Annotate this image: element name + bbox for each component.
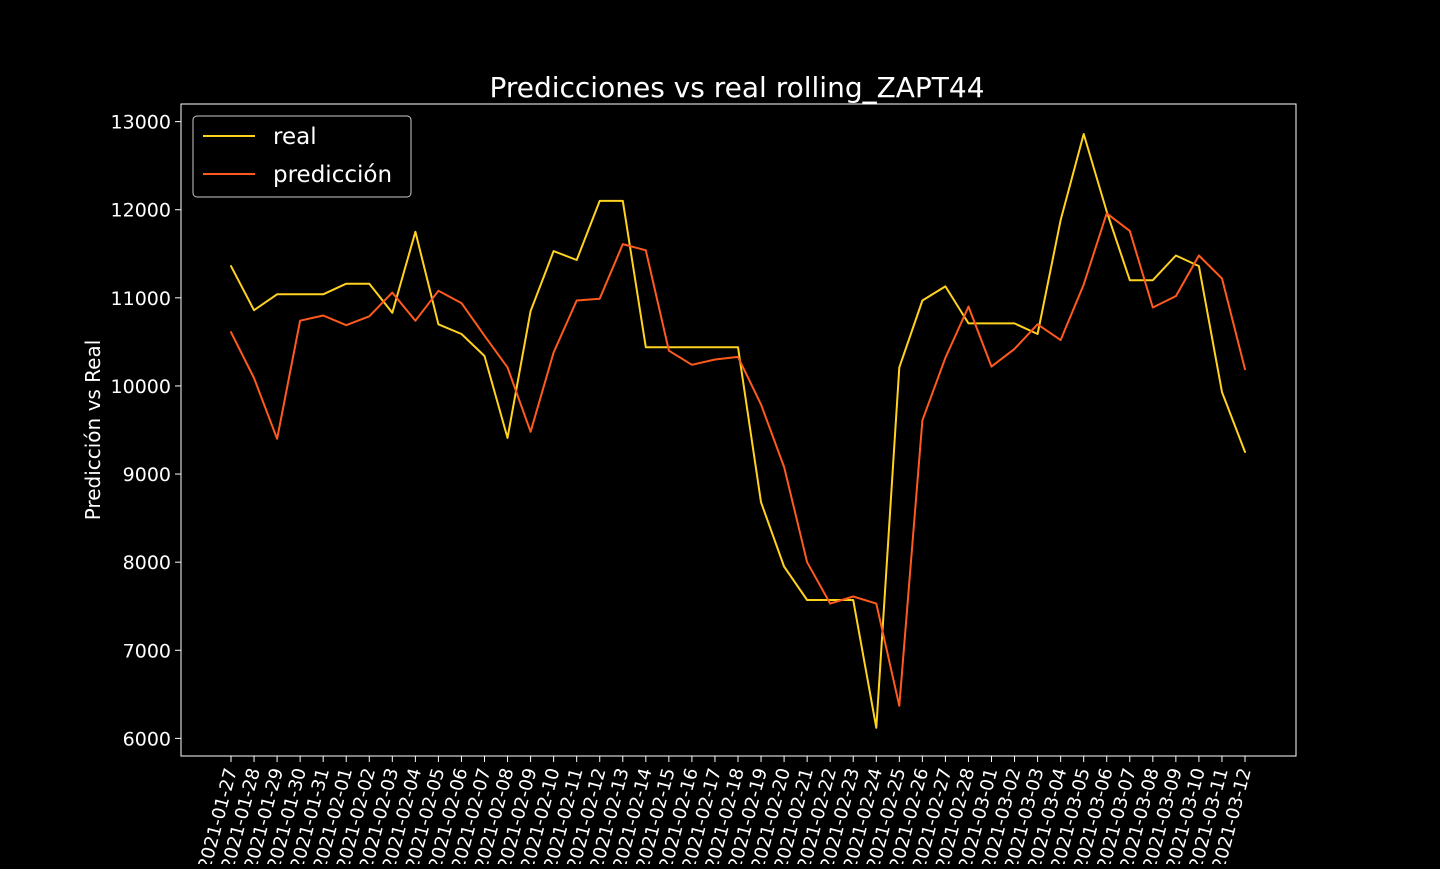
y-tick-label: 13000 [111,112,171,134]
y-tick-label: 11000 [111,288,171,310]
series-line-prediccion [230,212,1246,707]
chart-title: Predicciones vs real rolling_ZAPT44 [489,71,984,104]
legend: real predicción [192,115,412,198]
y-tick-label: 12000 [111,200,171,222]
y-tick-label: 9000 [123,464,171,486]
legend-label-real: real [273,124,317,150]
y-axis-label: Predicción vs Real [81,340,105,521]
series-line-real [230,133,1246,729]
x-axis: 2021-01-272021-01-282021-01-292021-01-30… [194,756,1256,869]
plot-area [180,103,1297,757]
series-layer [230,133,1246,729]
y-axis: 6000 7000 8000 9000 10000 11000 12000 13000 [111,112,181,750]
y-tick-label: 7000 [123,640,171,662]
y-tick-label: 10000 [111,376,171,398]
legend-label-prediccion: predicción [273,162,392,188]
y-tick-label: 6000 [123,728,171,750]
y-tick-label: 8000 [123,552,171,574]
